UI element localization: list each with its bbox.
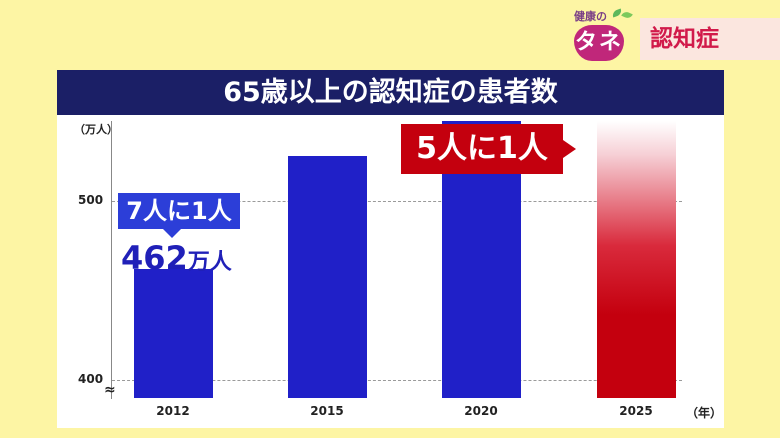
leaf-icon — [611, 8, 623, 18]
x-unit-label: （年） — [686, 406, 723, 420]
callout-2025-pointer — [563, 140, 576, 158]
logo: 健康の タネ — [568, 8, 638, 64]
callout-2012-ratio: 7人に1人 — [118, 193, 240, 229]
callout-2012-value: 462万人 — [121, 240, 232, 281]
y-tick-label: 500 — [78, 192, 104, 207]
logo-badge: タネ — [574, 25, 624, 61]
bar-2012 — [133, 268, 213, 398]
value-number: 462 — [121, 239, 188, 277]
gridline — [112, 200, 682, 202]
callout-2012-pointer — [163, 229, 181, 238]
chart-title: 65歳以上の認知症の患者数 — [57, 70, 724, 115]
logo-caption: 健康の — [574, 10, 607, 23]
x-tick-label: 2020 — [464, 404, 498, 418]
value-unit: 万人 — [187, 250, 232, 275]
gridline — [112, 380, 682, 382]
bar-2015 — [287, 155, 367, 398]
bar-2025 — [596, 121, 676, 398]
topic-label: 認知症 — [640, 18, 780, 60]
x-tick-label: 2025 — [619, 404, 653, 418]
y-axis — [111, 121, 112, 399]
y-tick-label: 400 — [78, 372, 104, 387]
leaf-icon — [621, 10, 633, 20]
y-unit-label: （万人） — [74, 123, 118, 136]
callout-2025-ratio: 5人に1人 — [401, 124, 563, 174]
x-tick-label: 2015 — [310, 404, 344, 418]
axis-break-mark: ≈ — [104, 382, 116, 398]
x-tick-label: 2012 — [156, 404, 190, 418]
